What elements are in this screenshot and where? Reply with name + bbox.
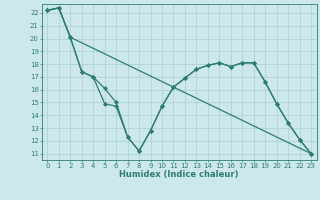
X-axis label: Humidex (Indice chaleur): Humidex (Indice chaleur) <box>119 170 239 179</box>
